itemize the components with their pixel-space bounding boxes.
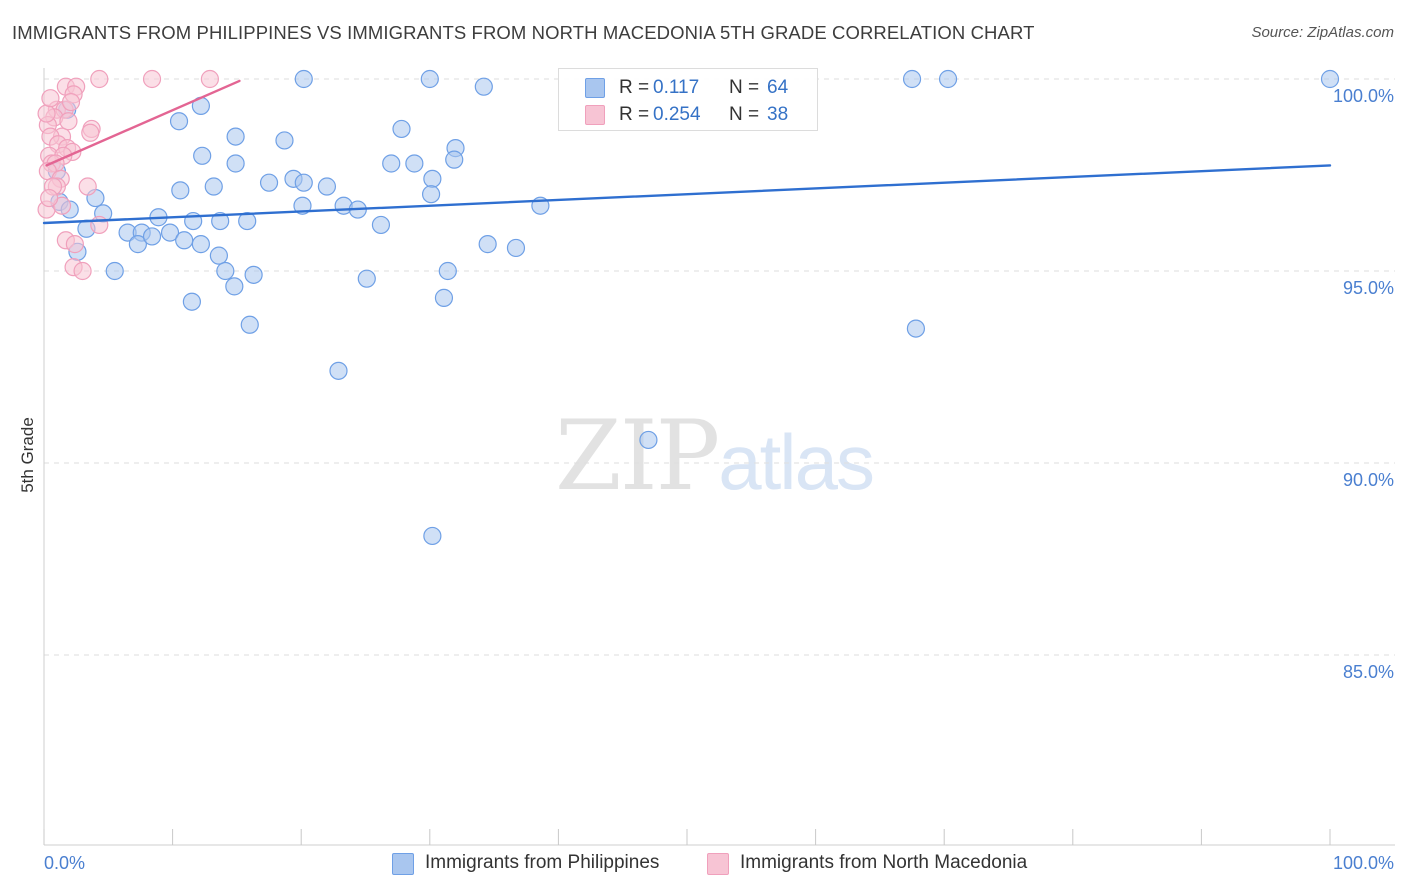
legend-swatch-north-macedonia [585, 105, 605, 125]
point-philippines [421, 185, 441, 204]
point-philippines [175, 231, 194, 250]
y-tick-label: 100.0% [1332, 86, 1394, 106]
axes [43, 68, 1395, 846]
point-philippines [142, 227, 162, 246]
point-philippines [423, 169, 442, 188]
point-philippines [938, 69, 958, 89]
legend-n-label: N = [729, 104, 760, 125]
bottom-legend: Immigrants from Philippines Immigrants f… [0, 851, 1406, 879]
legend-n-value: 64 [767, 77, 789, 98]
trend-line-philippines [42, 164, 1332, 225]
legend-r-value: 0.254 [653, 104, 701, 125]
point-north-macedonia [200, 69, 219, 89]
y-tick-label: 95.0% [1342, 278, 1394, 298]
point-philippines [392, 119, 411, 139]
point-philippines [294, 69, 313, 89]
point-philippines [506, 238, 526, 258]
point-north-macedonia [61, 92, 81, 112]
point-philippines [275, 131, 294, 150]
point-philippines [438, 261, 457, 281]
point-north-macedonia [142, 69, 162, 89]
point-philippines [317, 177, 337, 196]
point-philippines [478, 235, 497, 254]
legend-swatch-philippines [585, 78, 605, 98]
chart-title: IMMIGRANTS FROM PHILIPPINES VS IMMIGRANT… [12, 22, 1035, 43]
point-philippines [240, 315, 259, 334]
point-philippines [244, 265, 263, 284]
point-north-macedonia [59, 112, 78, 131]
point-philippines [906, 319, 926, 338]
point-philippines [128, 235, 147, 254]
point-philippines [160, 223, 180, 242]
point-philippines [902, 69, 922, 89]
point-philippines [1320, 69, 1340, 89]
point-philippines [209, 246, 228, 265]
legend-box: R = 0.117 N = 64 R = 0.254 N = 38 [558, 68, 818, 131]
trend-lines [42, 79, 1332, 225]
points [37, 69, 1340, 546]
watermark-zip: ZIP [555, 400, 720, 512]
y-tick-label: 85.0% [1342, 662, 1394, 682]
point-philippines [226, 127, 245, 146]
point-philippines [259, 173, 279, 192]
point-philippines [420, 69, 439, 89]
point-philippines [639, 430, 658, 450]
point-philippines [329, 361, 348, 380]
point-north-macedonia [90, 69, 109, 89]
point-north-macedonia [73, 261, 92, 281]
bottom-legend-label-philippines: Immigrants from Philippines [425, 852, 660, 873]
y-axis-label: 5th Grade [18, 417, 37, 493]
point-philippines [193, 146, 212, 165]
point-philippines [225, 277, 244, 296]
bottom-legend-swatch-north-macedonia [707, 853, 729, 875]
trend-line-north-macedonia [45, 79, 241, 167]
point-north-macedonia [90, 215, 109, 235]
legend-n-value: 38 [767, 104, 789, 125]
legend-n-label: N = [729, 77, 760, 98]
point-philippines [171, 181, 190, 200]
legend-r-value: 0.117 [653, 77, 700, 98]
point-philippines [423, 526, 442, 546]
point-philippines [474, 77, 493, 96]
x-tick-label-max: 100.0% [1332, 853, 1394, 873]
legend-row-philippines: R = 0.117 N = 64 [559, 75, 817, 101]
legend-r-label: R = [619, 77, 650, 98]
bottom-legend-swatch-philippines [392, 853, 414, 875]
point-philippines [182, 292, 201, 311]
watermark: ZIPatlas [555, 400, 875, 512]
grid [44, 78, 1395, 656]
point-north-macedonia [65, 235, 84, 254]
x-tick-label-min: 0.0% [44, 853, 86, 873]
y-tick-label: 90.0% [1342, 470, 1394, 490]
point-north-macedonia [37, 104, 56, 123]
bottom-legend-label-north-macedonia: Immigrants from North Macedonia [740, 852, 1028, 873]
point-philippines [169, 112, 189, 131]
point-north-macedonia [40, 188, 59, 208]
point-philippines [357, 269, 376, 288]
point-north-macedonia [41, 89, 60, 108]
point-philippines [294, 173, 313, 192]
point-philippines [238, 211, 257, 231]
watermark-atlas: atlas [718, 418, 875, 506]
point-philippines [371, 215, 391, 235]
point-philippines [204, 177, 223, 196]
point-philippines [211, 211, 230, 231]
point-north-macedonia [78, 177, 97, 196]
point-philippines [216, 261, 235, 281]
legend-r-label: R = [619, 104, 650, 125]
point-philippines [105, 261, 124, 281]
point-philippines [191, 235, 210, 254]
point-philippines [445, 150, 464, 169]
point-philippines [382, 154, 401, 173]
point-philippines [293, 196, 312, 215]
point-philippines [405, 154, 424, 173]
point-north-macedonia [81, 123, 100, 142]
point-philippines [434, 288, 454, 307]
legend-row-north-macedonia: R = 0.254 N = 38 [559, 102, 817, 128]
chart-source: Source: ZipAtlas.com [1251, 24, 1394, 41]
point-philippines [226, 154, 245, 173]
